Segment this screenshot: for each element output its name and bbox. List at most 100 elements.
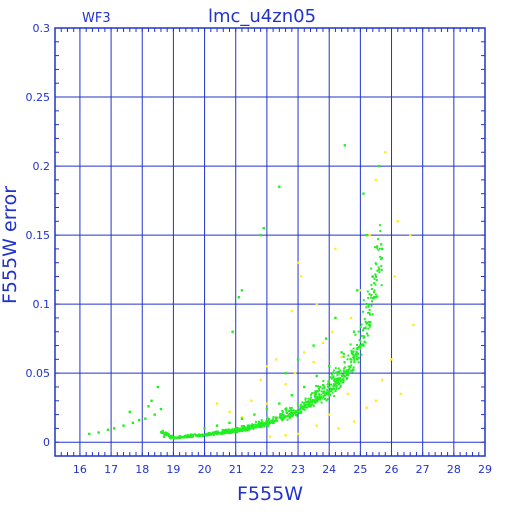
data-point-green	[343, 370, 346, 373]
data-point-green	[375, 279, 378, 282]
data-point-green	[330, 373, 333, 376]
data-point-green	[226, 431, 229, 434]
data-point-green	[233, 428, 236, 431]
data-point-green	[308, 402, 311, 405]
data-point-green	[201, 435, 204, 438]
data-point-green	[353, 360, 356, 363]
data-point-green	[312, 404, 315, 407]
x-tick-label: 23	[291, 463, 305, 476]
data-point-green	[334, 367, 337, 370]
data-point-green	[320, 393, 323, 396]
data-point-yellow	[296, 261, 300, 264]
data-point-yellow	[390, 358, 393, 361]
data-point-green	[194, 433, 197, 436]
data-point-green	[304, 401, 307, 404]
data-point-green	[368, 325, 371, 328]
data-point-green	[367, 311, 370, 314]
data-point-green	[339, 378, 342, 381]
data-point-green	[320, 397, 323, 400]
data-point-green	[343, 144, 346, 147]
data-point-green	[308, 401, 311, 404]
data-point-green	[296, 358, 300, 361]
data-point-green	[258, 420, 261, 423]
data-point-green	[332, 375, 335, 378]
data-point-green	[228, 421, 231, 425]
data-point-green	[236, 428, 239, 431]
data-point-green	[349, 366, 352, 369]
data-point-green	[311, 392, 314, 395]
data-point-green	[344, 372, 347, 375]
data-point-green	[369, 321, 372, 324]
data-point-green	[342, 352, 345, 355]
data-point-green	[128, 410, 131, 414]
data-point-green	[335, 371, 338, 374]
x-tick-label: 21	[229, 463, 243, 476]
data-point-green	[356, 289, 359, 292]
data-point-green	[221, 432, 224, 435]
data-point-green	[223, 432, 226, 435]
data-point-green	[259, 423, 262, 426]
data-point-green	[106, 428, 110, 431]
data-point-green	[340, 374, 343, 377]
data-point-green	[251, 426, 254, 429]
data-point-green	[374, 273, 377, 276]
data-point-green	[260, 419, 263, 422]
data-point-green	[285, 415, 288, 418]
data-point-green	[333, 394, 336, 397]
data-point-green	[249, 427, 252, 430]
data-point-green	[204, 433, 207, 436]
data-point-green	[229, 432, 232, 435]
data-point-green	[137, 418, 141, 422]
data-point-green	[262, 422, 265, 425]
data-point-green	[305, 406, 308, 409]
data-point-green	[159, 407, 163, 411]
data-point-green	[343, 374, 346, 377]
data-point-green	[371, 275, 375, 278]
data-point-green	[339, 384, 342, 387]
data-point-green	[334, 316, 337, 320]
data-point-green	[346, 377, 349, 380]
data-point-green	[339, 386, 342, 389]
x-tick-label: 29	[478, 463, 492, 476]
data-point-green	[290, 406, 293, 409]
data-point-green	[355, 355, 358, 358]
data-point-green	[309, 405, 312, 408]
data-point-green	[356, 343, 359, 346]
x-tick-label: 16	[73, 463, 87, 476]
data-point-green	[180, 435, 183, 438]
data-point-green	[247, 424, 250, 427]
data-point-yellow	[299, 275, 303, 278]
data-point-green	[289, 411, 292, 414]
data-point-green	[286, 418, 289, 421]
data-point-green	[290, 414, 294, 418]
data-point-green	[363, 340, 366, 343]
data-point-yellow	[384, 151, 387, 154]
data-point-green	[330, 389, 333, 392]
data-point-green	[374, 262, 377, 265]
data-point-green	[312, 399, 315, 402]
data-point-green	[337, 379, 340, 382]
data-point-green	[312, 400, 315, 403]
data-point-green	[249, 425, 252, 428]
data-point-green	[240, 425, 243, 428]
data-point-green	[167, 432, 170, 435]
tick-labels: 16 17 18 19 20 21 22 23 24 25 26 27 28 29 0 0.05 0.1 0.15…	[26, 22, 493, 476]
data-point-green	[337, 377, 340, 380]
data-point-green	[282, 414, 285, 417]
plot-frame	[54, 27, 486, 457]
data-point-green	[370, 294, 373, 297]
data-point-green	[284, 371, 287, 375]
data-point-green	[235, 427, 238, 430]
data-point-green	[372, 291, 375, 294]
data-point-green	[232, 429, 235, 432]
data-point-green	[362, 335, 365, 338]
data-point-green	[315, 391, 318, 394]
data-point-green	[364, 341, 367, 344]
data-point-green	[341, 373, 344, 376]
data-point-green	[380, 243, 383, 246]
data-point-green	[122, 424, 125, 427]
data-point-yellow	[275, 358, 278, 361]
y-tick-label: 0.25	[26, 91, 51, 104]
data-point-green	[265, 407, 269, 411]
data-point-green	[161, 429, 164, 432]
